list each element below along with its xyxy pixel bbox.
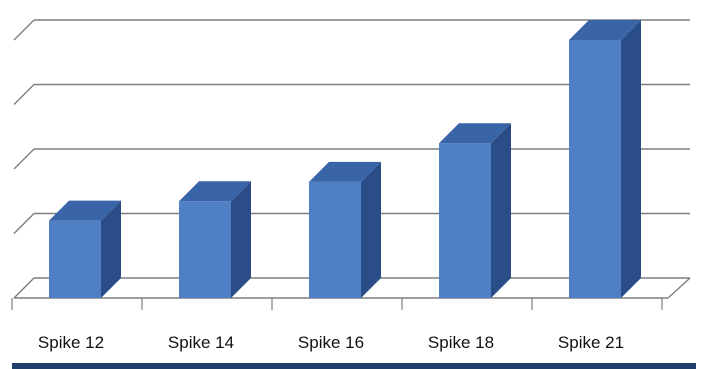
gridline-diagonal <box>13 84 35 105</box>
bar <box>179 181 251 298</box>
x-axis: Spike 12 Spike 14 Spike 16 Spike 18 Spike 21 <box>11 298 663 352</box>
bar-front <box>179 201 231 298</box>
bar-side <box>231 181 251 298</box>
bar-front <box>439 143 491 298</box>
gridline-diagonal <box>13 148 35 170</box>
bar-side <box>621 20 641 298</box>
bottom-rule <box>12 363 696 369</box>
bar <box>569 20 641 298</box>
bar <box>309 161 381 298</box>
bar-side <box>491 123 511 298</box>
bar-front <box>309 181 361 298</box>
bar-side <box>361 161 381 298</box>
x-tick-label: Spike 16 <box>298 333 364 352</box>
bars <box>49 20 641 298</box>
bar-top <box>179 181 251 202</box>
bar-front <box>49 220 101 298</box>
bar-top <box>49 200 121 221</box>
x-tick-label: Spike 14 <box>168 333 234 352</box>
x-tick-label: Spike 12 <box>38 333 104 352</box>
gridline-diagonal <box>13 213 35 234</box>
x-tick-label: Spike 21 <box>558 333 624 352</box>
bar-front <box>569 40 621 298</box>
floor-right-edge <box>667 277 691 299</box>
bar-side <box>101 200 121 298</box>
bar-top <box>439 123 511 144</box>
gridline-diagonal <box>13 19 35 41</box>
gridline-diagonal <box>13 277 35 299</box>
bar <box>49 200 121 298</box>
x-tick-label: Spike 18 <box>428 333 494 352</box>
bar-top <box>569 20 641 40</box>
bar-top <box>309 161 381 182</box>
bar <box>439 123 511 298</box>
